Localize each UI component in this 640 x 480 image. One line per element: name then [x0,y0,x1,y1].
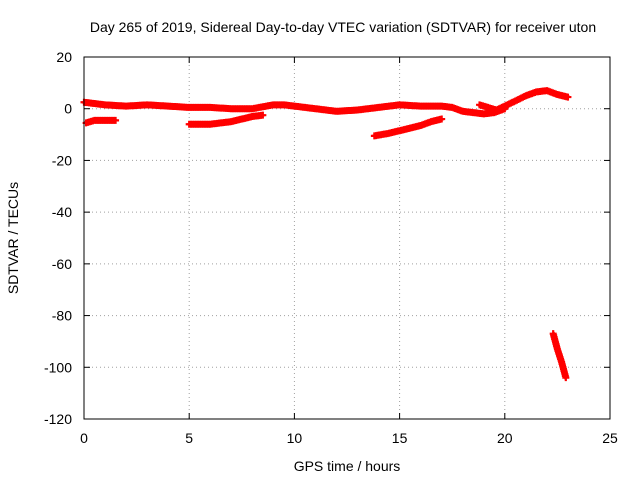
y-tick-label: 0 [64,101,72,117]
y-tick-label: -40 [52,204,72,220]
axis-ticks: 0 5 10 15 20 25 -120 -100 -80 -60 -40 -20 0 20 [44,49,618,446]
data-point-arc-5 [564,93,572,101]
y-tick-label: -20 [52,152,72,168]
y-tick-label: 20 [56,49,72,65]
y-tick-label: -100 [44,359,72,375]
grid-lines [84,57,610,419]
plot-frame [83,56,611,420]
x-tick-label: 5 [185,430,193,446]
data-point-arc-4 [438,115,446,123]
x-tick-label: 0 [80,430,88,446]
x-tick-label: 10 [287,430,303,446]
data-point-arc-6 [562,374,570,382]
data-points [80,87,572,382]
x-axis-label: GPS time / hours [294,458,401,474]
y-axis-label: SDTVAR / TECUs [5,182,21,294]
chart-title: Day 265 of 2019, Sidereal Day-to-day VTE… [90,19,596,35]
x-tick-label: 25 [602,430,618,446]
data-point-arc-3 [259,111,267,119]
y-tick-label: -60 [52,256,72,272]
data-point-arc-2 [112,116,120,124]
y-tick-label: -80 [52,308,72,324]
y-tick-label: -120 [44,411,72,427]
x-tick-label: 20 [497,430,513,446]
x-tick-label: 15 [392,430,408,446]
